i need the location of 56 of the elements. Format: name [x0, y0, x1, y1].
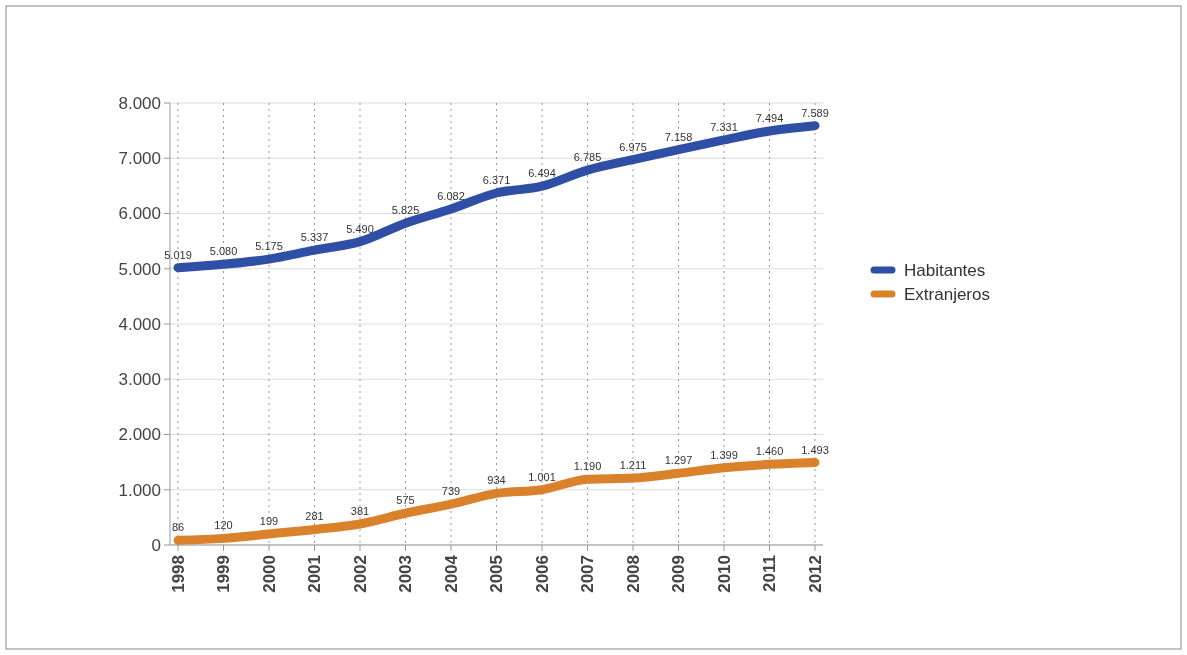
- x-tick-label: 2009: [669, 555, 689, 593]
- data-label: 86: [171, 521, 185, 534]
- x-tick-label: 1998: [168, 555, 188, 593]
- data-label: 199: [259, 515, 279, 528]
- data-label: 6.371: [482, 174, 511, 186]
- x-tick-label: 2006: [532, 555, 552, 593]
- data-label: 1.190: [573, 460, 602, 473]
- y-tick-label: 4.000: [118, 314, 161, 334]
- x-tick-label: 2010: [714, 555, 734, 593]
- data-label: 5.080: [209, 245, 238, 258]
- data-label: 5.175: [255, 240, 283, 253]
- y-tick-label: 2.000: [118, 425, 161, 445]
- data-label: 7.494: [755, 111, 784, 124]
- data-label: 6.785: [573, 151, 602, 164]
- data-label: 1.493: [801, 443, 829, 456]
- data-label: 281: [305, 510, 324, 523]
- data-label: 7.589: [801, 106, 829, 119]
- y-tick-label: 5.000: [118, 259, 161, 279]
- legend-label: Extranjeros: [904, 284, 990, 304]
- x-tick-label: 2012: [805, 555, 825, 593]
- x-tick-label: 2008: [623, 555, 643, 593]
- data-label: 739: [441, 485, 461, 498]
- data-label: 5.019: [164, 248, 192, 261]
- y-tick-label: 8.000: [118, 93, 161, 113]
- x-tick-label: 1999: [214, 555, 234, 593]
- data-label: 7.158: [664, 130, 693, 143]
- x-tick-label: 2002: [350, 555, 370, 593]
- data-label: 575: [396, 494, 415, 507]
- x-tick-label: 2011: [760, 555, 780, 592]
- data-label: 1.297: [664, 454, 693, 467]
- y-tick-label: 0: [151, 535, 161, 555]
- data-label: 7.331: [710, 120, 738, 133]
- data-label: 6.975: [619, 140, 647, 153]
- x-tick-label: 2004: [441, 554, 461, 593]
- x-tick-label: 2005: [487, 555, 507, 593]
- x-tick-label: 2007: [578, 555, 598, 593]
- data-label: 5.825: [391, 204, 420, 217]
- y-tick-label: 6.000: [118, 204, 161, 224]
- y-tick-label: 1.000: [118, 480, 161, 500]
- data-label: 1.211: [619, 459, 647, 472]
- data-label: 6.494: [528, 167, 556, 180]
- x-tick-label: 2000: [259, 555, 279, 593]
- data-label: 120: [214, 519, 233, 532]
- data-label: 934: [487, 474, 506, 487]
- x-tick-label: 2003: [396, 555, 416, 593]
- data-label: 6.082: [437, 189, 465, 202]
- x-tick-label: 2001: [305, 555, 325, 593]
- data-label: 1.460: [755, 445, 784, 458]
- data-label: 381: [350, 504, 370, 517]
- legend-label: Habitantes: [904, 260, 986, 280]
- data-label: 1.001: [528, 470, 556, 483]
- data-label: 5.490: [346, 222, 374, 235]
- data-label: 1.399: [710, 448, 738, 461]
- y-tick-label: 7.000: [118, 149, 161, 169]
- data-label: 5.337: [300, 231, 329, 244]
- y-tick-label: 3.000: [118, 370, 161, 390]
